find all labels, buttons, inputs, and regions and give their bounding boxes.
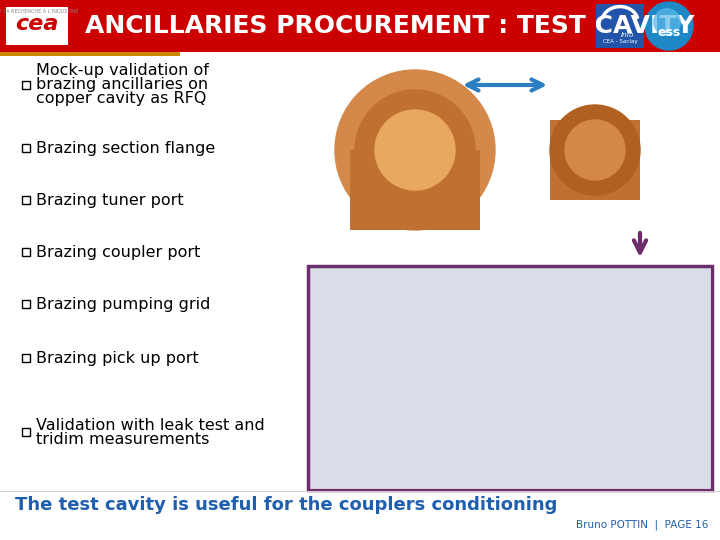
Text: The test cavity is useful for the couplers conditioning: The test cavity is useful for the couple… [15, 496, 557, 514]
Text: brazing ancillaries on: brazing ancillaries on [36, 78, 208, 92]
Text: cea: cea [15, 14, 59, 34]
Bar [0, 490, 720, 492]
Circle shape [565, 120, 625, 180]
Bar [22, 81, 30, 89]
Text: ANCILLARIES PROCUREMENT : TEST CAVITY: ANCILLARIES PROCUREMENT : TEST CAVITY [85, 14, 695, 38]
Text: Brazing pick up port: Brazing pick up port [36, 350, 199, 366]
Bar [22, 144, 30, 152]
Text: copper cavity as RFQ: copper cavity as RFQ [36, 91, 207, 106]
Bar [22, 354, 30, 362]
Bar [0, 0, 720, 52]
Text: Validation with leak test and: Validation with leak test and [36, 417, 265, 433]
Circle shape [550, 105, 640, 195]
Text: Bruno POTTIN  |  PAGE 16: Bruno POTTIN | PAGE 16 [575, 519, 708, 530]
Bar [0, 52, 180, 56]
Bar [308, 266, 712, 490]
Circle shape [645, 2, 693, 50]
Text: tridim measurements: tridim measurements [36, 431, 210, 447]
Circle shape [355, 90, 475, 210]
Circle shape [335, 70, 495, 230]
Text: Brazing section flange: Brazing section flange [36, 140, 215, 156]
Text: Brazing tuner port: Brazing tuner port [36, 192, 184, 207]
Bar [22, 248, 30, 256]
Bar [310, 268, 710, 488]
Text: DE LA RECHERCHE À L'INDUSTRIE: DE LA RECHERCHE À L'INDUSTRIE [0, 9, 78, 14]
Text: Mock-up validation of: Mock-up validation of [36, 64, 209, 78]
Bar [596, 4, 644, 48]
Text: Brazing coupler port: Brazing coupler port [36, 245, 200, 260]
Bar [22, 300, 30, 308]
Text: Brazing pumping grid: Brazing pumping grid [36, 296, 210, 312]
Circle shape [654, 9, 680, 35]
Text: ess: ess [657, 25, 680, 38]
Bar [22, 428, 30, 436]
Text: CEA - Saclay: CEA - Saclay [603, 39, 637, 44]
Bar [350, 150, 480, 230]
Bar [22, 196, 30, 204]
Bar [550, 120, 640, 200]
Circle shape [375, 110, 455, 190]
Bar [6, 7, 68, 45]
Text: Info: Info [621, 32, 634, 38]
